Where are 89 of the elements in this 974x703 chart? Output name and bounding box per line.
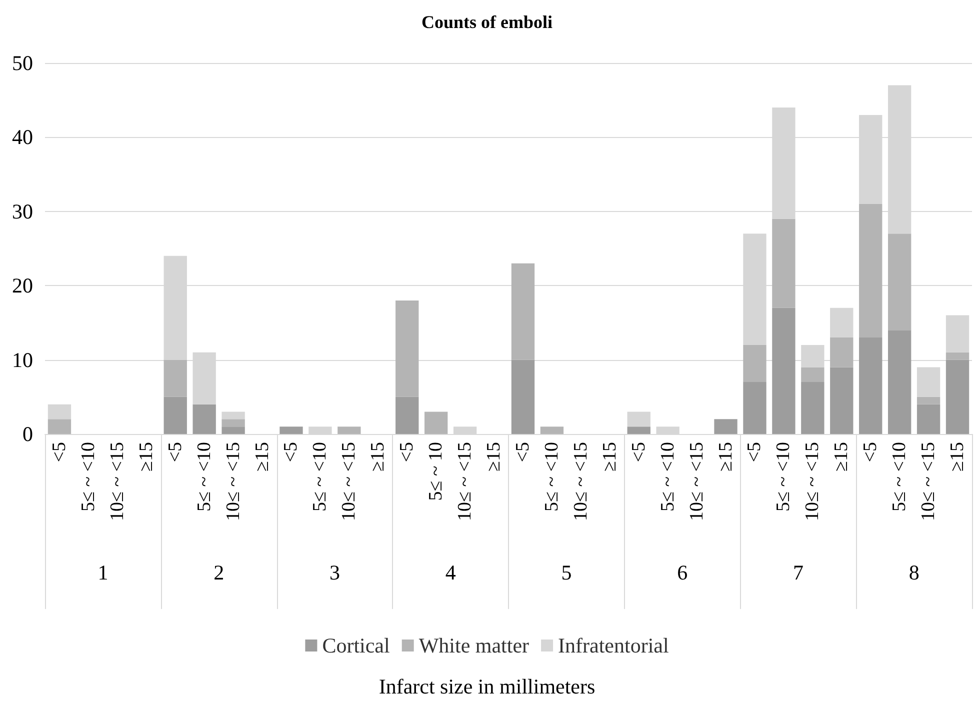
y-tick-label: 0 [22, 422, 33, 446]
bar [540, 426, 564, 434]
bar [830, 308, 854, 338]
bar [801, 367, 824, 382]
text: 2 [214, 560, 224, 584]
legend-label: White matter [418, 634, 530, 658]
y-tick-label: 40 [12, 125, 33, 150]
x-tick-label: ≥15 [599, 442, 620, 472]
bar [627, 412, 650, 427]
y-tick-label: 20 [12, 274, 33, 298]
x-tick-label: 5≤ ~ <10 [657, 442, 678, 512]
text: 7 [792, 560, 804, 584]
text: 6 [677, 560, 688, 584]
legend-label: Infratentorial [558, 634, 669, 658]
x-tick-label: ≥15 [947, 442, 968, 472]
y-tick-label: 10 [12, 348, 33, 372]
bar [396, 396, 419, 434]
text: 4 [445, 560, 456, 584]
text: 5 [561, 560, 572, 584]
x-tick-label: 5≤ ~ 10 [426, 442, 447, 501]
bar [946, 360, 970, 434]
bar [222, 412, 245, 420]
y-tick-label: 50 [12, 51, 33, 75]
x-tick-label: 5≤ ~ <10 [889, 442, 910, 512]
bar [511, 360, 535, 434]
bar [743, 344, 766, 382]
x-tick-label: <5 [164, 442, 186, 462]
bar [946, 315, 970, 352]
bar [916, 367, 940, 397]
bar [192, 404, 216, 434]
bar [772, 218, 796, 308]
x-tick-label: 10≤ ~ <15 [686, 442, 708, 521]
x-tick-label: 10≤ ~ <15 [570, 442, 592, 521]
x-tick-label: 10≤ ~ <15 [106, 442, 128, 521]
x-tick-label: 10≤ ~ <15 [918, 442, 940, 521]
x-tick-label: 5≤ ~ <10 [773, 442, 794, 512]
bar [888, 234, 912, 330]
bar [830, 367, 854, 434]
x-tick-label: 10≤ ~ <15 [802, 442, 824, 521]
legend-label: Cortical [322, 634, 390, 658]
text: 8 [908, 560, 920, 584]
bar [859, 338, 882, 434]
x-tick-label: 5≤ ~ <10 [194, 442, 215, 512]
bar [743, 382, 766, 434]
x-tick-label: 10≤ ~ <15 [222, 442, 244, 521]
bar [222, 419, 245, 427]
bar [222, 426, 245, 434]
bar [627, 426, 650, 434]
x-tick-label: ≥15 [368, 442, 389, 472]
bar [164, 396, 187, 434]
bar [916, 404, 940, 434]
x-tick-label: 5≤ ~ <10 [310, 442, 331, 512]
x-tick-label: 5≤ ~ <10 [78, 442, 99, 512]
bar [48, 404, 72, 420]
bar [859, 204, 882, 338]
bar [772, 308, 796, 434]
bar [164, 360, 187, 397]
bar [714, 419, 738, 434]
x-tick-label: <5 [48, 442, 70, 462]
text: 3 [329, 560, 340, 584]
bar [888, 330, 912, 434]
x-tick-label: <5 [280, 442, 302, 462]
bar [916, 396, 940, 404]
x-tick-label: 10≤ ~ <15 [454, 442, 476, 521]
x-tick-label: 10≤ ~ <15 [338, 442, 360, 521]
bar [424, 412, 448, 434]
chart-title: Counts of emboli [421, 12, 553, 32]
text: Infarct size in millimeters [378, 674, 596, 698]
x-tick-label: ≥15 [715, 442, 736, 472]
x-tick-label: <5 [628, 442, 650, 462]
bar [396, 300, 419, 397]
x-tick-label: <5 [744, 442, 766, 462]
bar [48, 419, 72, 434]
text: 1 [98, 560, 108, 584]
x-tick-label: <5 [512, 442, 534, 462]
bar [511, 263, 535, 360]
x-tick-label: ≥15 [136, 442, 157, 472]
x-tick-label: 5≤ ~ <10 [541, 442, 562, 512]
x-tick-label: ≥15 [484, 442, 505, 472]
x-tick-label: ≥15 [831, 442, 852, 472]
bar [946, 352, 970, 360]
x-tick-label: <5 [860, 442, 882, 462]
bar [801, 382, 824, 434]
bar [280, 426, 303, 434]
y-tick-label: 30 [12, 199, 33, 224]
x-tick-label: <5 [396, 442, 418, 462]
bar [830, 338, 854, 368]
x-tick-label: ≥15 [252, 442, 273, 472]
bar [338, 426, 361, 434]
